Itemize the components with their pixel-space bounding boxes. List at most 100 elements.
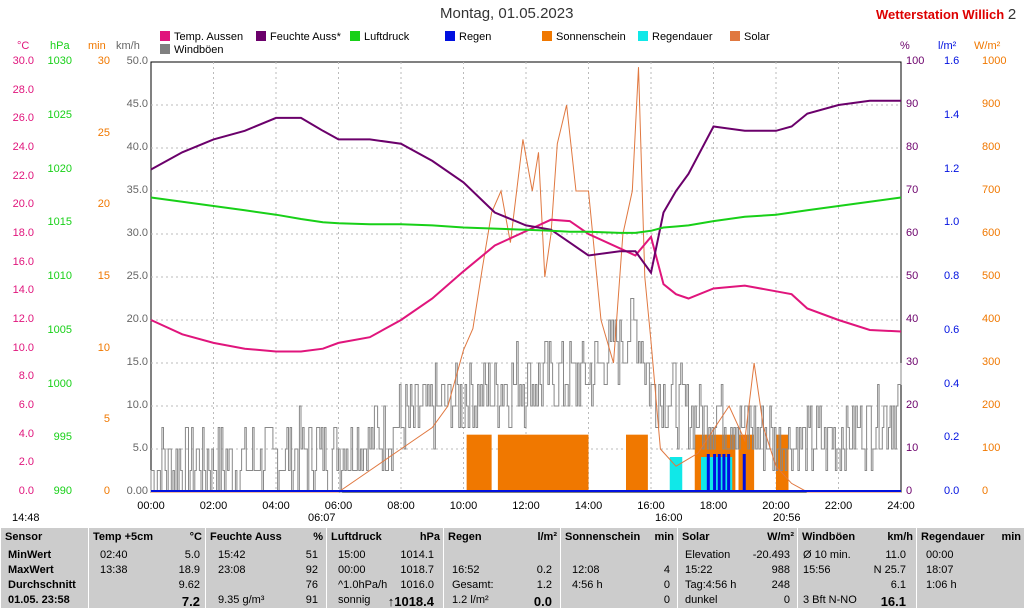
legend-swatch [160,31,170,41]
table-cell: 0 [783,594,790,606]
axis-tick-label: 995 [53,431,72,444]
table-cell: Tag:4:56 h [685,579,737,591]
table-cell: 1014.1 [400,549,434,561]
axis-tick-label: 10.0 [12,341,34,354]
legend-swatch [160,44,170,54]
stats-table: Sensor Temp +5cm °C Feuchte Auss% Luftdruck h… [0,528,1024,609]
axis-tick-label: 5.0 [132,442,148,454]
column-unit: W/m² [767,531,794,543]
axis-tick-label: 100 [982,442,1001,454]
axis-tick-label: 1025 [47,108,72,121]
table-cell: Gesamt: [452,579,494,591]
axis-tick-label: 0.6 [944,323,960,336]
table-cell: ↑1018.4 [387,594,434,609]
legend-item: Temp. Aussen [160,31,243,43]
axis-tick-label: 1000 [47,377,72,390]
table-column: Sonnenschein min [560,528,678,608]
column-header: Regendauer [921,531,985,543]
axis-tick-label: 10 [97,341,110,354]
table-cell: 51 [305,549,318,561]
table-cell: Ø 10 min. [803,549,851,561]
axis-tick-label: 20.0 [12,198,34,211]
table-cell: 00:00 [926,549,954,561]
table-cell: 988 [771,564,790,576]
table-cell: 92 [305,564,318,576]
unit-pct: % [900,40,910,52]
axis-tick-label: 300 [982,356,1001,368]
column-header: Feuchte Auss [210,531,282,543]
rain-duration-bar [669,457,683,492]
axis-tick-label: 0 [906,485,913,497]
axis-tick-label: 16.0 [12,255,34,268]
table-cell: 18:07 [926,564,954,576]
axis-tick-label: 5 [103,413,110,426]
table-cell: 1.2 l/m² [452,594,489,606]
axis-tick-label: 6.0 [18,399,34,411]
table-cell: 0 [663,579,670,591]
series-line [150,196,902,234]
column-header: Temp +5cm [93,531,154,543]
unit-hpa: hPa [50,40,70,52]
table-cell: 0.0 [533,594,552,609]
axis-tick-label: 500 [982,270,1001,282]
table-cell: 18.9 [178,564,200,576]
axis-tick-label: 1005 [47,323,72,336]
axis-tick-label: 1015 [47,216,72,229]
table-cell: 12:08 [572,564,600,576]
table-column: Feuchte Auss% [205,528,327,608]
time-noon: 16:00 [655,512,683,524]
legend-label: Temp. Aussen [174,31,244,43]
legend-item: Solar [730,31,770,43]
x-tick-label: 16:00 [637,500,665,512]
unit-wm2: W/m² [974,40,1001,52]
table-cell: 4:56 h [572,579,603,591]
x-tick-label: 10:00 [449,500,478,512]
legend-item: Sonnenschein [542,31,626,43]
x-tick-label: 12:00 [512,500,540,512]
series-solar [151,67,901,493]
rain-bar [717,454,721,492]
legend-label: Luftdruck [364,31,410,43]
column-header: Sonnenschein [565,531,641,543]
axis-tick-label: 1.2 [944,162,960,175]
column-unit: % [313,531,323,543]
axis-tick-label: 0.2 [944,431,960,444]
axis-tick-label: 10 [906,442,919,454]
axis-tick-label: 1.0 [944,216,960,229]
axis-tick-label: 30 [906,356,919,368]
table-cell: 5.0 [184,549,200,561]
unit-min: min [88,40,106,52]
legend-label: Regen [459,31,492,43]
table-cell: ^1.0hPa/h [338,579,388,591]
axis-tick-label: 35.0 [126,184,148,196]
table-column: Solar W/m² [677,528,798,608]
axis-tick-label: 1030 [47,55,72,67]
column-header: Solar [682,531,710,543]
x-tick-label: 20:00 [762,500,790,512]
legend-swatch [350,31,360,41]
time-sunset: 20:56 [773,512,801,524]
rain-bar [706,454,710,492]
table-cell: 6.1 [890,579,906,591]
axis-tick-label: 40.0 [126,141,148,153]
axis-tick-label: 45.0 [126,98,148,110]
table-cell: 7.2 [181,594,200,609]
axis-tick-label: 40 [906,313,919,325]
series-line [150,99,901,276]
table-cell: 01.05. 23:58 [8,594,70,606]
table-cell: 11.0 [885,549,906,561]
x-tick-label: 06:00 [324,500,353,512]
axis-tick-label: 25 [97,126,110,139]
axis-tick-label: 12.0 [12,313,34,325]
table-column: Sensor [0,528,89,608]
legend-item: Feuchte Auss* [256,31,341,43]
axis-tick-label: 30.0 [12,55,34,67]
table-cell: -20.493 [752,549,790,561]
table-cell: Elevation [685,549,731,561]
axis-tick-label: 15.0 [126,356,148,368]
axis-tick-label: 60 [906,227,919,239]
table-cell: 15:22 [685,564,713,576]
column-header: Sensor [5,531,43,543]
table-cell: dunkel [685,594,718,606]
table-column: Regendauer min [916,528,1024,608]
